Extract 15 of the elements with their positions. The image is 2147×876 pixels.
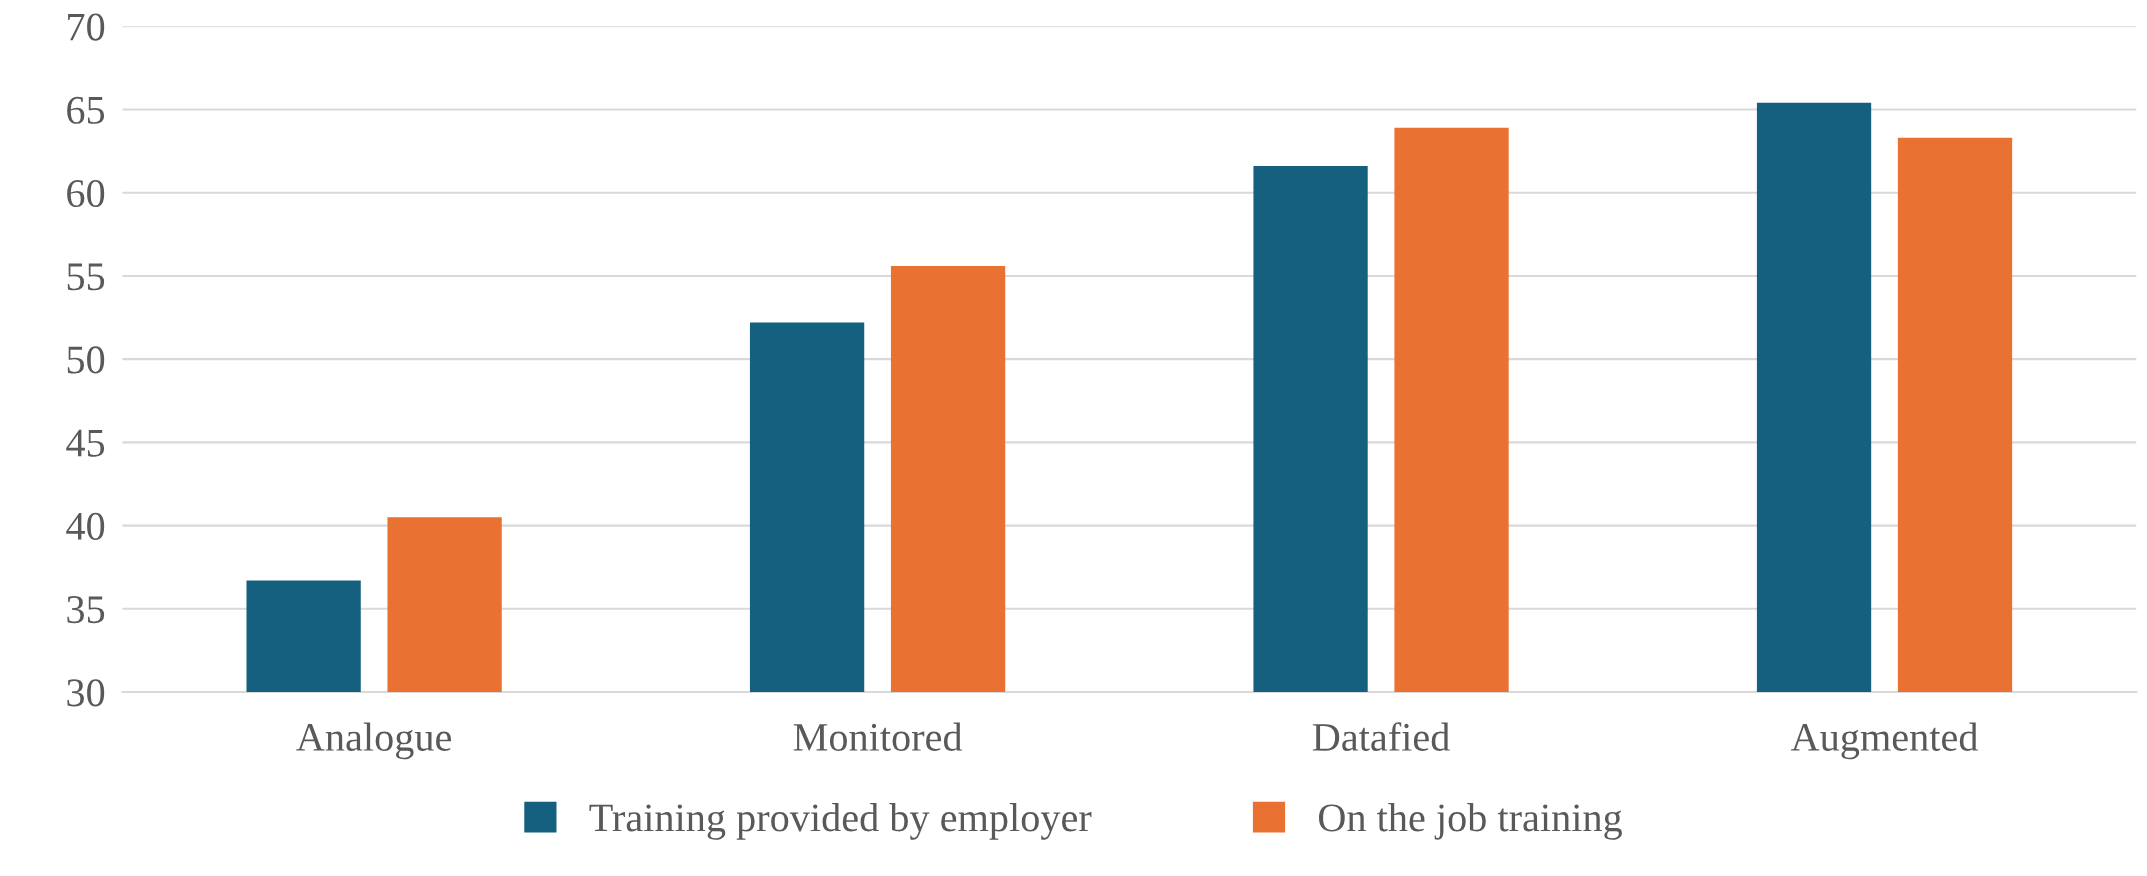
- y-tick-label: 65: [67, 96, 105, 124]
- legend-label: Training provided by employer: [589, 803, 1092, 840]
- y-tick-label: 40: [66, 512, 105, 540]
- legend-label: On the job training: [1318, 803, 1622, 840]
- y-tick-label: 30: [67, 679, 105, 707]
- y-tick-label: 50: [67, 346, 105, 374]
- y-tick-label: 55: [67, 263, 105, 291]
- x-tick-label: Augmented: [1790, 722, 1978, 760]
- y-tick-label: 70: [68, 13, 105, 41]
- x-tick-label: Analogue: [296, 722, 452, 760]
- y-tick-label: 35: [67, 596, 105, 624]
- x-tick-label: Monitored: [793, 722, 963, 751]
- y-tick-label: 45: [66, 429, 105, 457]
- y-tick-label: 60: [67, 179, 105, 208]
- x-tick-label: Datafied: [1312, 722, 1450, 751]
